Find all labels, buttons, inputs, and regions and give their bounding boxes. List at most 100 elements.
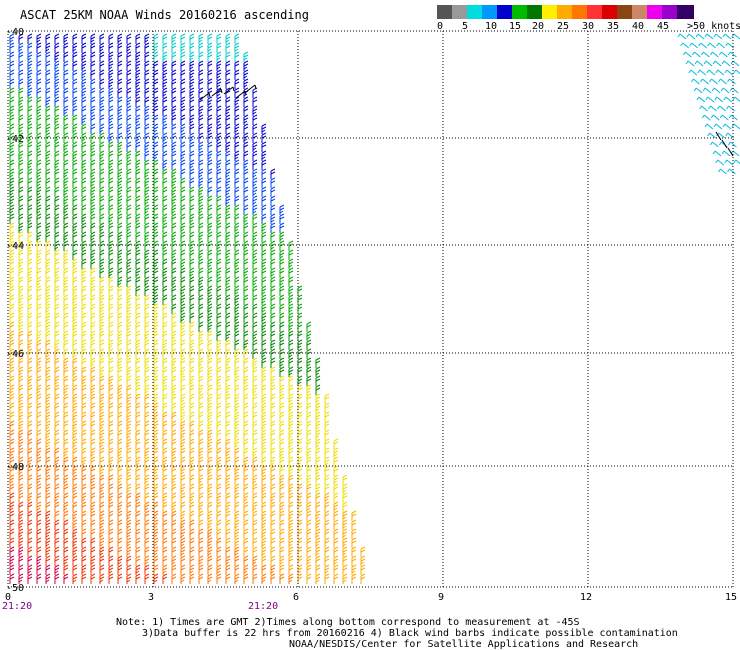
wind-barb: [9, 366, 15, 377]
wind-barb: [117, 69, 123, 80]
wind-barb: [126, 537, 132, 548]
wind-barb: [733, 69, 740, 75]
wind-barb: [54, 465, 60, 476]
wind-barb: [724, 69, 734, 76]
wind-barb: [162, 195, 168, 206]
wind-barb: [189, 321, 195, 332]
wind-barb: [688, 69, 698, 76]
wind-barb: [198, 150, 204, 161]
wind-barb: [171, 51, 177, 62]
wind-barb: [54, 357, 60, 368]
wind-barb: [225, 501, 231, 512]
wind-barb: [261, 492, 267, 503]
wind-barb: [297, 510, 303, 521]
wind-barb: [297, 519, 303, 530]
wind-barb: [234, 33, 240, 44]
wind-barb: [686, 33, 696, 40]
wind-barb: [117, 159, 123, 170]
wind-barb: [126, 150, 132, 161]
note-line-1: Note: 1) Times are GMT 2)Times along bot…: [116, 617, 580, 628]
wind-barb: [27, 366, 33, 377]
wind-barb: [126, 339, 132, 350]
wind-barb: [36, 492, 42, 503]
wind-barb: [216, 564, 222, 575]
wind-barb: [207, 78, 213, 89]
wind-barb: [135, 528, 141, 539]
wind-barb: [81, 96, 87, 107]
wind-barb: [126, 87, 132, 98]
wind-barb: [108, 411, 114, 422]
wind-barb: [279, 321, 285, 332]
wind-barb: [9, 249, 15, 260]
latitude-labels: -40-42-44-46-48-50: [6, 27, 24, 594]
wind-barb: [189, 168, 195, 179]
wind-barb: [243, 366, 249, 377]
wind-barb: [18, 60, 24, 71]
contaminated-wind-barb: [211, 88, 223, 97]
wind-barb: [234, 51, 240, 62]
wind-barb: [27, 159, 33, 170]
wind-barb: [189, 510, 195, 521]
wind-barb: [153, 501, 159, 512]
wind-barb: [279, 537, 285, 548]
wind-barb: [261, 429, 267, 440]
wind-barb: [171, 555, 177, 566]
wind-barb: [342, 537, 348, 548]
wind-barb: [153, 330, 159, 341]
wind-barb: [45, 546, 51, 557]
wind-barb: [27, 168, 33, 179]
wind-barb: [234, 114, 240, 125]
wind-barb: [721, 150, 731, 157]
wind-barb: [252, 375, 258, 386]
wind-barb: [342, 528, 348, 539]
wind-barb: [81, 573, 87, 584]
wind-barb: [288, 510, 294, 521]
wind-barb: [288, 321, 294, 332]
wind-barb: [144, 330, 150, 341]
wind-barb: [727, 168, 736, 175]
wind-barb: [216, 510, 222, 521]
wind-barb: [315, 564, 321, 575]
wind-barb: [126, 114, 132, 125]
wind-barb: [54, 528, 60, 539]
wind-barb: [90, 474, 96, 485]
wind-barb: [180, 51, 186, 62]
wind-barb: [234, 474, 240, 485]
wind-barb: [117, 105, 123, 116]
wind-barb: [27, 420, 33, 431]
wind-barb: [189, 123, 195, 134]
wind-barb: [90, 573, 96, 584]
wind-barb: [198, 519, 204, 530]
wind-barb: [216, 375, 222, 386]
wind-barb: [126, 456, 132, 467]
wind-barb: [117, 555, 123, 566]
wind-barb: [144, 492, 150, 503]
wind-barb: [315, 573, 321, 584]
wind-barb: [306, 447, 312, 458]
wind-barb: [270, 519, 276, 530]
wind-barb: [63, 312, 69, 323]
wind-barb: [234, 105, 240, 116]
wind-barb: [45, 420, 51, 431]
wind-barb: [198, 555, 204, 566]
wind-barb: [216, 114, 222, 125]
latitude-label: -42: [6, 134, 24, 145]
wind-barb: [270, 447, 276, 458]
wind-barb: [54, 78, 60, 89]
wind-barb: [72, 114, 78, 125]
wind-barb: [81, 501, 87, 512]
wind-barb: [63, 420, 69, 431]
wind-barb: [81, 267, 87, 278]
wind-barb: [216, 456, 222, 467]
wind-barb: [180, 384, 186, 395]
wind-barb: [90, 564, 96, 575]
wind-barb: [9, 69, 15, 80]
wind-barb: [216, 420, 222, 431]
wind-barb: [252, 258, 258, 269]
wind-barb: [108, 402, 114, 413]
wind-barb: [18, 42, 24, 53]
wind-barb: [315, 357, 321, 368]
wind-barb: [36, 195, 42, 206]
wind-barb: [702, 87, 712, 94]
wind-barb: [180, 276, 186, 287]
